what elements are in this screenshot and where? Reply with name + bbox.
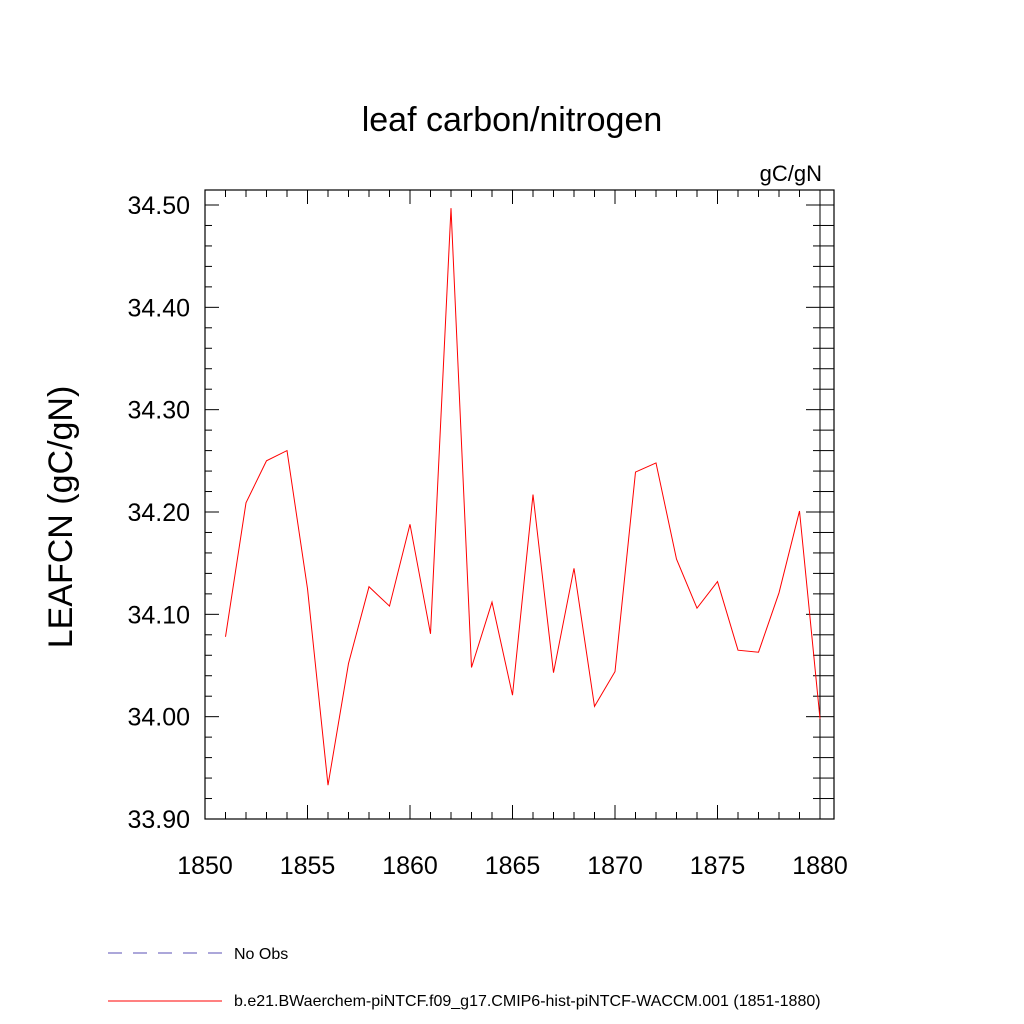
series-layer <box>225 208 821 786</box>
x-tick-label: 1870 <box>587 852 643 880</box>
legend: No Obs b.e21.BWaerchem-piNTCF.f09_g17.CM… <box>108 946 821 1010</box>
chart-title: leaf carbon/nitrogen <box>362 101 663 139</box>
x-tick-label: 1860 <box>382 852 438 880</box>
y-tick-label: 34.10 <box>127 601 190 629</box>
x-tick-label: 1850 <box>177 852 233 880</box>
y-tick-label: 34.00 <box>127 704 190 732</box>
y-tick-label: 34.50 <box>127 192 190 220</box>
y-axis: 33.90 34.00 34.10 34.20 34.30 34.40 34.50 <box>127 190 834 834</box>
x-tick-label: 1865 <box>485 852 541 880</box>
x-tick-label: 1875 <box>690 852 746 880</box>
y-tick-label: 34.40 <box>127 294 190 322</box>
plot-frame <box>204 189 835 820</box>
legend-series-label: b.e21.BWaerchem-piNTCF.f09_g17.CMIP6-his… <box>234 993 821 1010</box>
series-line <box>225 208 821 786</box>
x-tick-label: 1855 <box>280 852 336 880</box>
y-tick-label: 33.90 <box>127 806 190 834</box>
y-tick-label: 34.30 <box>127 397 190 425</box>
legend-no-obs-label: No Obs <box>234 946 288 963</box>
x-axis: 1850 1855 1860 1865 1870 1875 1880 <box>177 190 848 880</box>
x-tick-label: 1880 <box>792 852 848 880</box>
units-label: gC/gN <box>760 161 822 186</box>
y-axis-label: LEAFCN (gC/gN) <box>42 386 80 649</box>
y-tick-label: 34.20 <box>127 499 190 527</box>
